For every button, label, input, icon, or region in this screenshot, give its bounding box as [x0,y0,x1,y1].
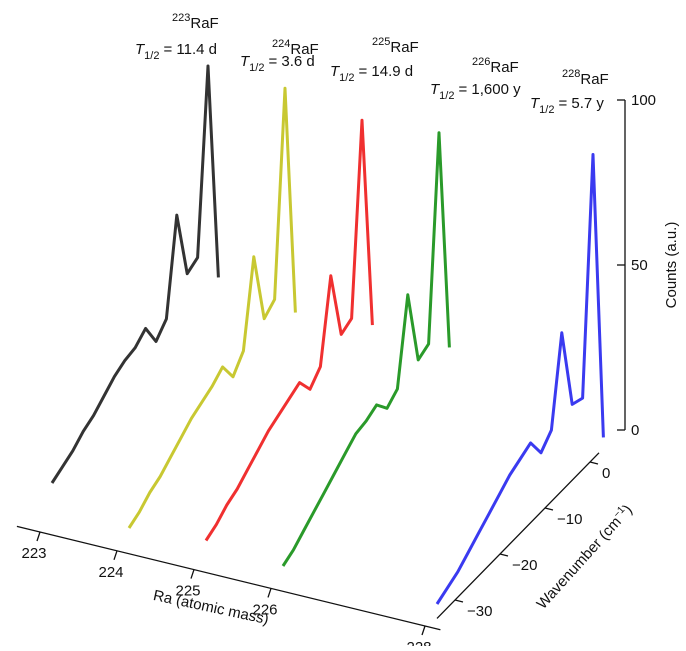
half-life-value: = 11.4 d [163,41,217,58]
half-life-value: = 1,600 y [458,81,521,98]
half-life-symbol: T [530,95,541,112]
spectrum [204,118,374,542]
depth-tick-label: −30 [467,603,492,620]
spectrum [435,153,605,605]
half-life-value: = 14.9 d [358,63,413,80]
depth-axis-title-text: Wavenumber (cm [533,514,624,613]
half-life-symbol: T [135,41,146,58]
isotope-molecule: RaF [290,41,318,58]
half-life-label: T1/2 = 5.7 y [530,95,604,116]
half-life-label: T1/2 = 1,600 y [430,81,521,102]
mass-tick-label: 224 [98,564,123,581]
spectrum [127,86,297,529]
half-life-symbol: T [430,81,441,98]
y-tick-label: 0 [631,422,639,439]
half-life-symbol: T [330,63,341,80]
mass-tick-label: 228 [406,639,431,646]
depth-tick [499,553,509,557]
half-life-symbol: T [240,53,251,70]
spectrum [50,64,220,484]
mass-tick-label: 226 [252,601,277,618]
mass-tick [113,550,118,561]
mass-tick [36,531,41,542]
half-life-subscript: 1/2 [144,50,159,62]
isotope-mass: 226 [472,56,490,68]
y-tick-label: 100 [631,92,656,109]
isotope-label: 224RaF [272,38,319,58]
half-life-label: T1/2 = 11.4 d [135,41,217,62]
y-axis-title: Counts (a.u.) [663,222,680,309]
mass-tick-label: 223 [21,545,46,562]
isotope-molecule: RaF [390,39,418,56]
mass-tick [421,625,426,636]
isotope-label: 223RaF [172,12,219,32]
isotope-label: 228RaF [562,68,609,88]
half-life-value: = 5.7 y [558,95,604,112]
depth-tick [589,461,599,465]
isotope-mass: 224 [272,38,290,50]
depth-tick [544,507,554,511]
half-life-value: = 3.6 d [268,53,314,70]
isotope-label: 225RaF [372,36,419,56]
depth-tick-label: −20 [512,557,537,574]
mass-tick-label: 225 [175,583,200,600]
half-life-label: T1/2 = 3.6 d [240,53,315,74]
half-life-subscript: 1/2 [249,62,264,74]
isotope-molecule: RaF [490,59,518,76]
half-life-subscript: 1/2 [339,72,354,84]
depth-tick-label: 0 [602,465,610,482]
spectrum [281,131,451,567]
isotope-mass: 223 [172,12,190,24]
isotope-molecule: RaF [580,71,608,88]
isotope-label: 226RaF [472,56,519,76]
depth-axis-title: Wavenumber (cm−1) [533,501,636,613]
depth-axis [436,452,600,619]
mass-tick [267,588,272,598]
mass-axis [16,525,441,631]
half-life-subscript: 1/2 [439,90,454,102]
depth-tick-label: −10 [557,511,582,528]
isotope-mass: 225 [372,36,390,48]
depth-tick [454,599,464,603]
mass-tick [190,569,195,579]
y-tick-label: 50 [631,257,648,274]
half-life-subscript: 1/2 [539,104,554,116]
half-life-label: T1/2 = 14.9 d [330,63,413,84]
isotope-molecule: RaF [190,15,218,32]
isotope-mass: 228 [562,68,580,80]
